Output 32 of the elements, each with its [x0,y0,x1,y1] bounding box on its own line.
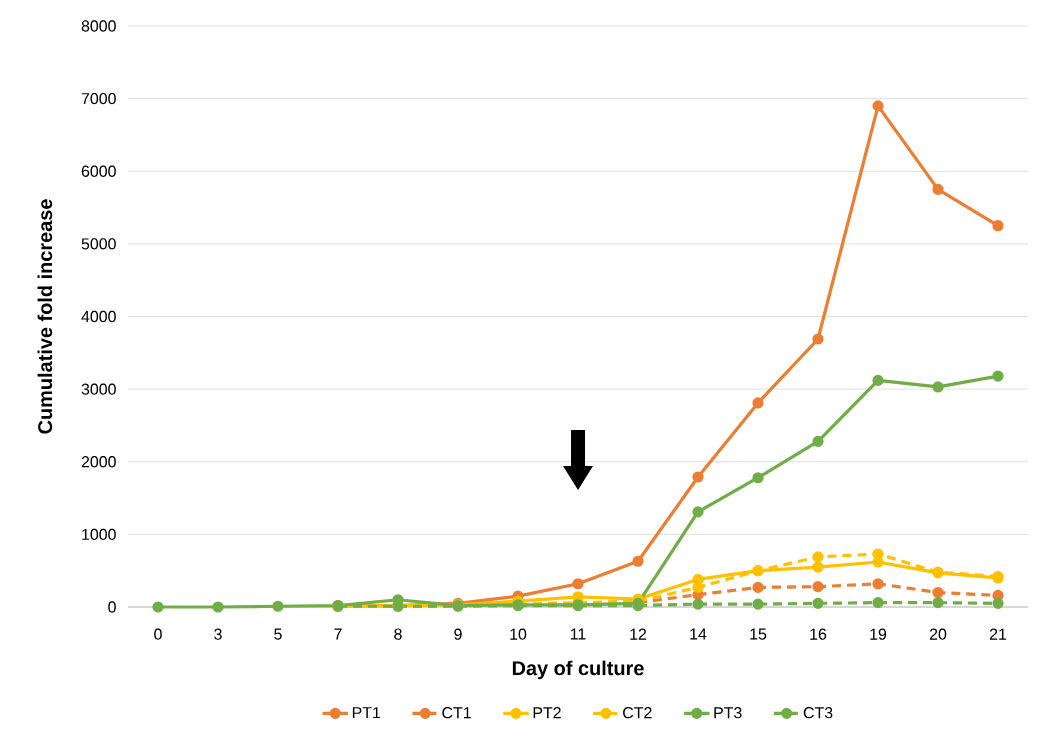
y-tick-label: 2000 [81,456,116,468]
y-tick-label: 0 [108,601,116,613]
legend-label: PT1 [352,707,381,719]
x-axis-title: Day of culture [512,660,644,680]
x-tick-label: 9 [454,628,462,640]
legend-label: PT2 [533,707,561,719]
x-tick-label: 16 [810,628,827,640]
legend-label: PT3 [714,707,742,719]
y-tick-label: 7000 [81,92,116,105]
y-tick-label: 3000 [81,383,116,395]
x-tick-label: 12 [630,628,647,640]
legend-label: CT3 [803,707,833,719]
y-tick-label: 1000 [82,528,116,541]
x-tick-label: 8 [394,628,402,640]
x-tick-label: 15 [750,628,767,640]
x-tick-label: 3 [214,628,222,640]
x-tick-label: 19 [870,628,887,640]
x-tick-label: 20 [929,628,947,640]
x-tick-label: 5 [274,628,282,640]
y-axis-title: Cumulative fold increase [37,199,53,434]
y-tick-label: 4000 [81,310,116,323]
x-tick-label: 7 [334,628,342,640]
x-tick-label: 10 [510,628,527,640]
y-tick-label: 6000 [81,165,116,177]
legend-label: CT1 [442,707,471,719]
x-tick-label: 14 [690,628,707,640]
y-tick-label: 8000 [81,20,116,32]
x-tick-label: 0 [154,628,162,640]
x-tick-label: 21 [989,628,1007,640]
legend-label: CT2 [623,707,652,719]
y-tick-label: 5000 [81,238,116,250]
x-tick-label: 11 [570,628,586,640]
